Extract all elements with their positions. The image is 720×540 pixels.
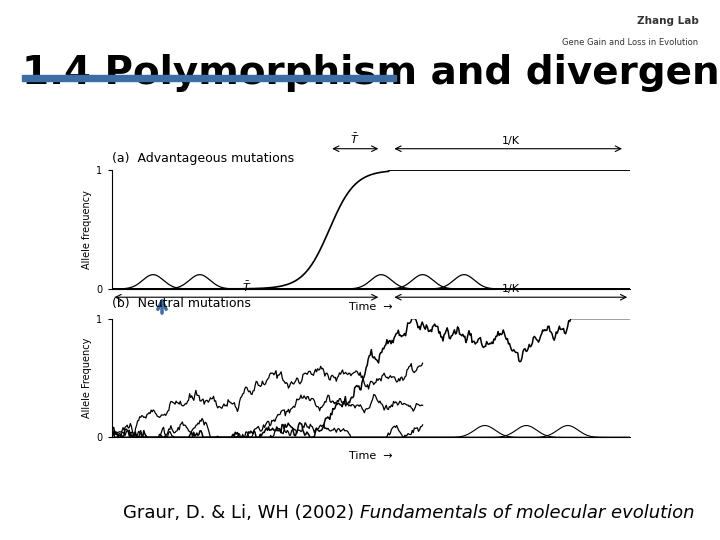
Text: 1/K: 1/K bbox=[502, 285, 520, 294]
Text: Zhang Lab: Zhang Lab bbox=[636, 16, 698, 26]
Bar bbox=[22, 75, 396, 81]
Text: $\bar{T}$: $\bar{T}$ bbox=[242, 280, 251, 294]
Y-axis label: Allele frequency: Allele frequency bbox=[82, 190, 92, 269]
Text: (a)  Advantageous mutations: (a) Advantageous mutations bbox=[112, 152, 294, 165]
Text: Fundamentals of molecular evolution: Fundamentals of molecular evolution bbox=[360, 504, 695, 522]
Text: 1/K: 1/K bbox=[502, 136, 520, 146]
Text: Time  →: Time → bbox=[349, 302, 392, 312]
Text: Gene Gain and Loss in Evolution: Gene Gain and Loss in Evolution bbox=[562, 38, 698, 47]
Text: Graur, D. & Li, WH (2002): Graur, D. & Li, WH (2002) bbox=[123, 504, 360, 522]
Text: Time  →: Time → bbox=[349, 451, 392, 461]
Text: 1.4 Polymorphism and divergence: 1.4 Polymorphism and divergence bbox=[22, 54, 720, 92]
Text: $\bar{T}$: $\bar{T}$ bbox=[351, 132, 360, 146]
Y-axis label: Allele Frequency: Allele Frequency bbox=[82, 338, 92, 418]
Text: (b)  Neutral mutations: (b) Neutral mutations bbox=[112, 298, 251, 310]
